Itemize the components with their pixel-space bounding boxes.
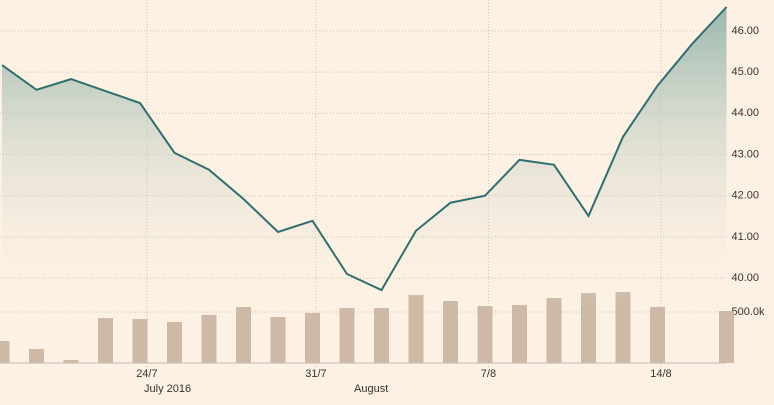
y-tick-label: 45.00 [732, 66, 760, 78]
y2-tick-label: 500.0k [732, 306, 766, 318]
y-tick-label: 44.00 [732, 107, 760, 119]
x-tick-label: 31/7 [305, 368, 326, 380]
price-area [2, 7, 727, 363]
x-tick-label: 14/8 [650, 368, 671, 380]
month-label: August [354, 383, 388, 395]
y-tick-label: 46.00 [732, 25, 760, 37]
month-label: July 2016 [144, 383, 191, 395]
price-line [1, 6, 728, 292]
x-tick-label: 24/7 [136, 368, 157, 380]
y-tick-label: 43.00 [732, 148, 760, 160]
y-tick-label: 41.00 [732, 231, 760, 243]
y-tick-label: 40.00 [732, 272, 760, 284]
x-tick-label: 7/8 [481, 368, 496, 380]
y-tick-label: 42.00 [732, 190, 760, 202]
